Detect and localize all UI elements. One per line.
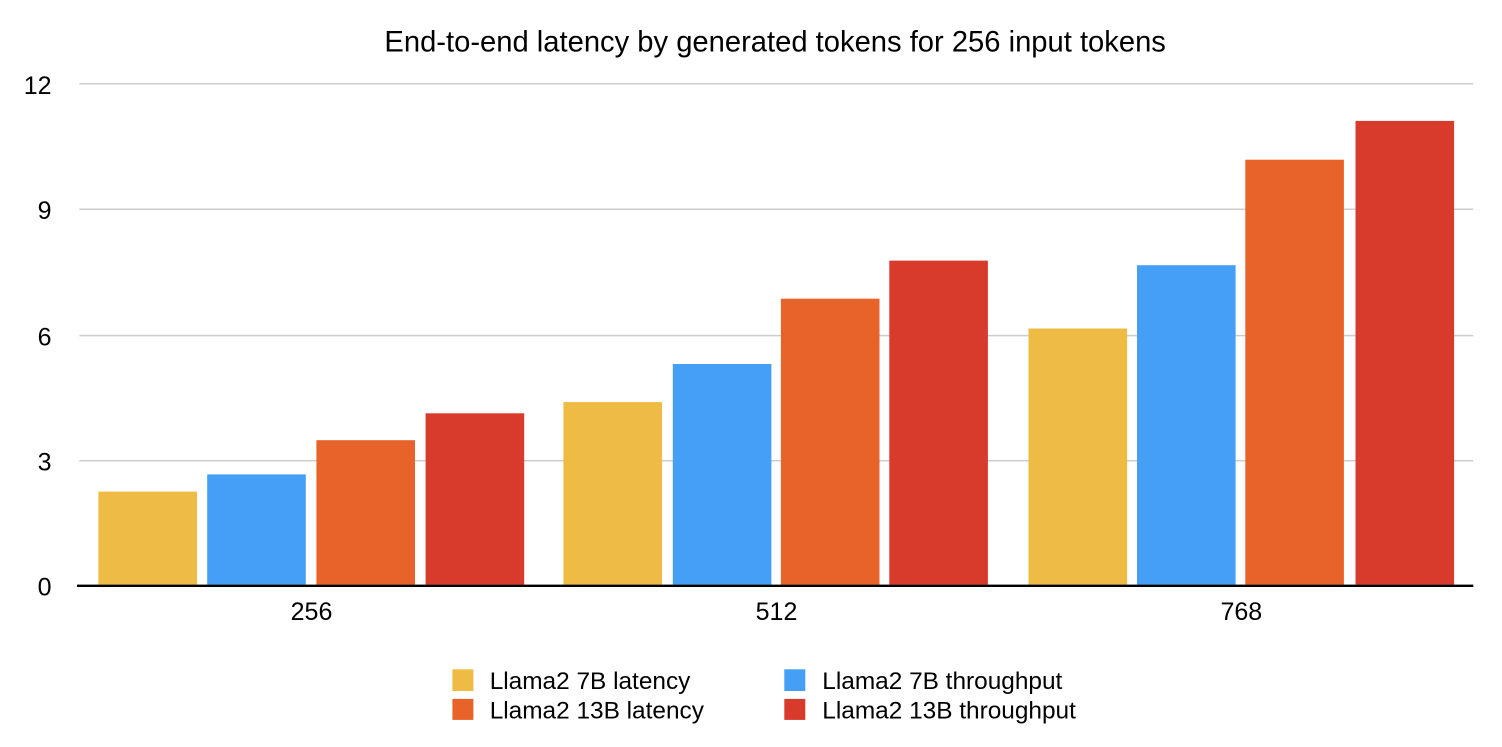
svg-text:6: 6 xyxy=(38,323,52,351)
svg-text:Llama2 7B throughput: Llama2 7B throughput xyxy=(822,668,1062,695)
svg-text:Llama2 13B latency: Llama2 13B latency xyxy=(490,697,705,724)
svg-text:End-to-end latency by generate: End-to-end latency by generated tokens f… xyxy=(384,26,1166,59)
svg-text:Llama2 13B throughput: Llama2 13B throughput xyxy=(822,697,1076,724)
svg-text:768: 768 xyxy=(1220,598,1262,626)
svg-text:0: 0 xyxy=(38,573,52,601)
svg-text:3: 3 xyxy=(38,449,52,477)
svg-text:256: 256 xyxy=(291,598,333,626)
svg-text:Llama2 7B latency: Llama2 7B latency xyxy=(490,668,691,695)
svg-text:9: 9 xyxy=(38,197,52,225)
svg-text:512: 512 xyxy=(756,598,798,626)
svg-text:12: 12 xyxy=(24,72,52,100)
